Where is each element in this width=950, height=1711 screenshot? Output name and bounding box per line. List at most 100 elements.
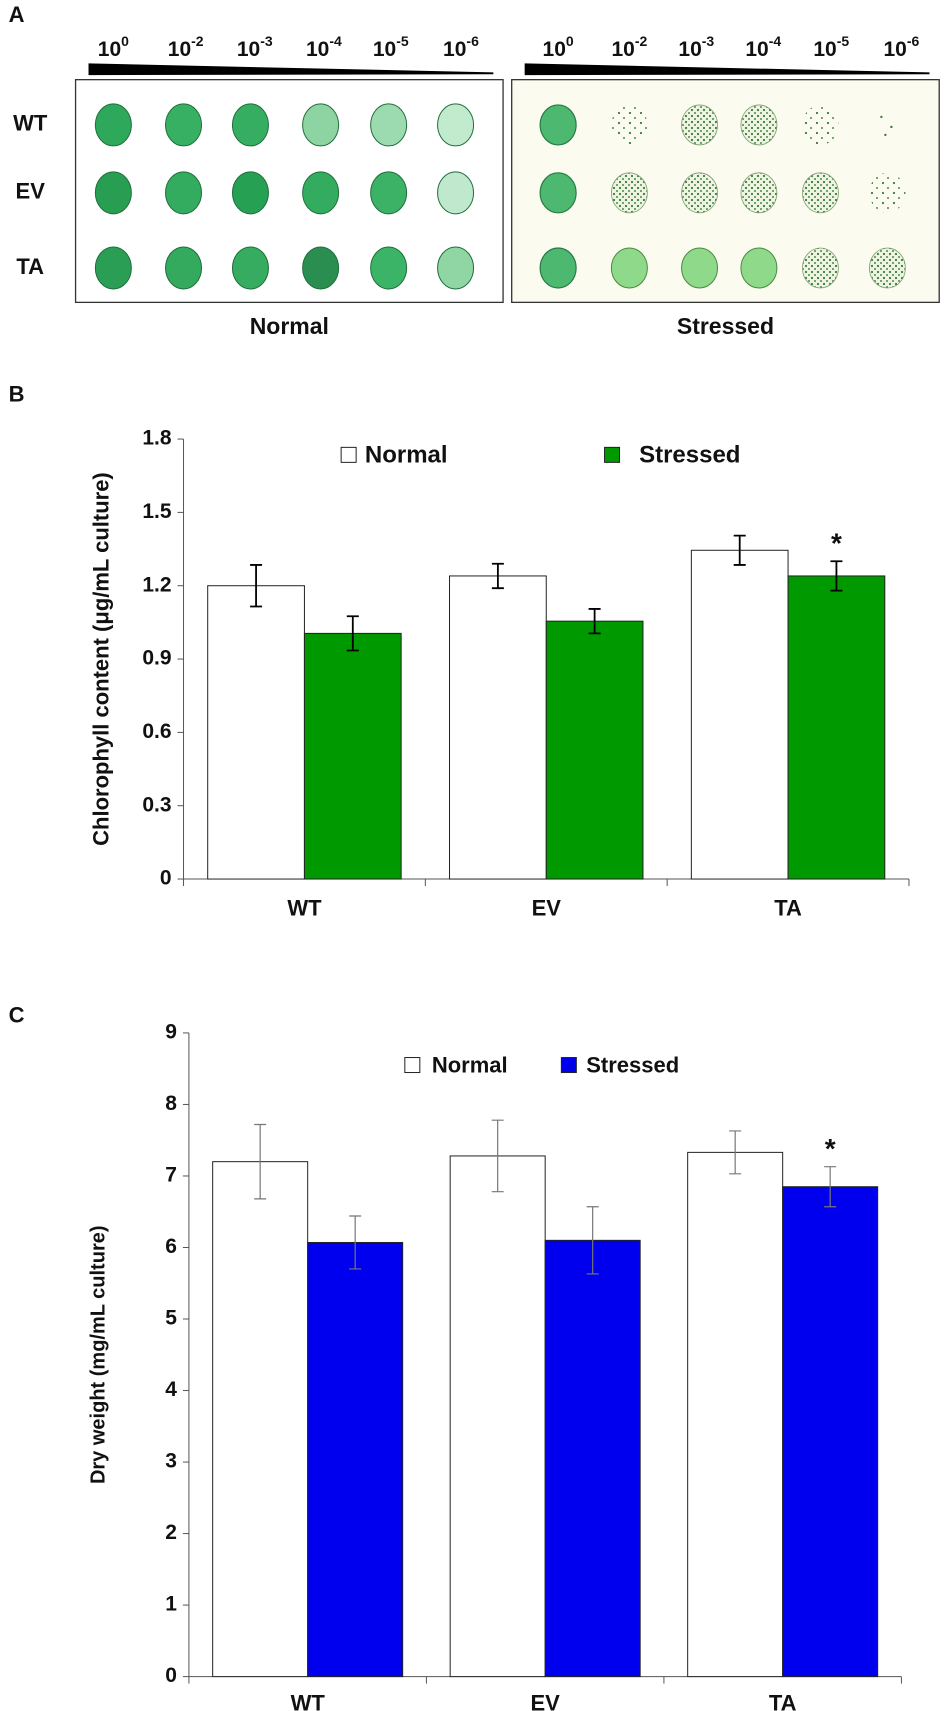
error-bar [586, 1206, 599, 1275]
legend-swatch [560, 1057, 577, 1074]
dilution-label: 10-2 [611, 32, 647, 60]
dilution-label: 10-6 [443, 32, 479, 60]
legend-label: Normal [365, 442, 448, 469]
error-bar [729, 1130, 742, 1175]
dilution-label: 10-6 [884, 32, 920, 60]
dilution-label: 10-4 [306, 32, 342, 60]
x-tick-label: TA [774, 896, 802, 921]
colony-spot [539, 172, 577, 214]
bar [782, 1186, 879, 1678]
colony-spot [94, 246, 132, 290]
error-bar [491, 562, 504, 590]
dilution-label: 10-4 [745, 32, 781, 60]
dilution-label: 10-5 [813, 32, 849, 60]
dilution-exponent: -5 [837, 32, 850, 48]
error-bar [349, 1215, 362, 1270]
dilution-label: 10-3 [237, 32, 273, 60]
dilution-base: 10 [168, 37, 191, 60]
colony-spot [681, 172, 718, 214]
dilution-base: 10 [443, 37, 466, 60]
colony-spot [681, 104, 718, 146]
colony-spot [802, 104, 839, 145]
error-bar [491, 1119, 504, 1193]
colony-spot [302, 246, 340, 290]
dilution-exponent: -6 [466, 32, 479, 48]
dilution-base: 10 [813, 37, 836, 60]
condition-label: Normal [250, 313, 329, 339]
colony-spot [740, 247, 778, 289]
colony-spot [437, 103, 475, 147]
colony-spot [610, 172, 648, 214]
y-tick-label: 1.8 [142, 427, 172, 450]
y-axis-title: Dry weight (mg/mL culture) [88, 1225, 110, 1484]
colony-spot [611, 104, 648, 145]
y-tick-label: 2 [165, 1521, 177, 1544]
dilution-base: 10 [745, 37, 768, 60]
colony-spot [539, 247, 577, 289]
y-tick-label: 0 [160, 867, 172, 890]
y-tick-label: 0 [165, 1664, 177, 1687]
error-bar [830, 560, 843, 592]
legend-swatch [404, 1057, 421, 1074]
error-bar [254, 1123, 267, 1200]
annotation: * [825, 1133, 836, 1164]
y-tick-label: 0.6 [142, 720, 171, 743]
colony-spot [370, 103, 408, 147]
legend-label: Normal [432, 1052, 508, 1077]
dilution-label: 10-2 [168, 32, 204, 60]
y-tick-label: 5 [165, 1307, 177, 1330]
colony-dot [880, 115, 883, 119]
colony-spot [231, 246, 269, 290]
x-tick-label: WT [287, 896, 322, 921]
dilution-base: 10 [306, 37, 329, 60]
colony-spot [802, 172, 839, 214]
colony-spot [869, 172, 906, 213]
colony-spot [370, 171, 408, 215]
dilution-base: 10 [678, 37, 701, 60]
panel-label: B [9, 381, 25, 406]
y-tick-label: 1 [165, 1593, 177, 1616]
dilution-wedge [524, 63, 930, 76]
dilution-exponent: -2 [635, 32, 648, 48]
colony-spot [94, 103, 132, 147]
bar [690, 549, 789, 880]
dilution-exponent: -5 [396, 32, 409, 48]
legend-swatch [604, 446, 621, 463]
y-tick-label: 0.3 [142, 793, 171, 816]
y-tick-label: 8 [165, 1092, 177, 1115]
annotation: * [831, 528, 842, 559]
y-tick-label: 9 [165, 1020, 177, 1043]
colony-dot [884, 133, 887, 137]
colony-spot [165, 103, 203, 147]
dilution-label: 10-3 [678, 32, 714, 60]
colony-spot [868, 247, 906, 289]
bar [787, 575, 886, 880]
y-tick-label: 0.9 [142, 647, 171, 670]
dilution-exponent: 0 [121, 32, 129, 48]
dilution-exponent: -3 [260, 32, 273, 48]
bar [687, 1151, 784, 1678]
colony-spot [681, 247, 719, 289]
bar [307, 1241, 404, 1678]
y-tick-label: 4 [165, 1378, 177, 1401]
bar [544, 1239, 641, 1678]
plate [511, 79, 940, 304]
dilution-base: 10 [237, 37, 260, 60]
dilution-base: 10 [611, 37, 634, 60]
error-bar [588, 608, 601, 635]
bar [207, 585, 305, 880]
bar [303, 632, 402, 880]
panel-label: A [9, 2, 25, 27]
row-label: TA [16, 254, 44, 279]
colony-spot [802, 247, 839, 289]
bar [449, 575, 547, 880]
colony-dot [890, 125, 893, 129]
colony-spot [437, 171, 475, 215]
colony-spot [231, 103, 269, 147]
error-bar [824, 1166, 837, 1208]
legend-label: Stressed [586, 1052, 679, 1077]
error-bar [346, 615, 359, 652]
dilution-label: 10-5 [373, 32, 409, 60]
bar [545, 620, 644, 880]
colony-spot [610, 247, 648, 289]
